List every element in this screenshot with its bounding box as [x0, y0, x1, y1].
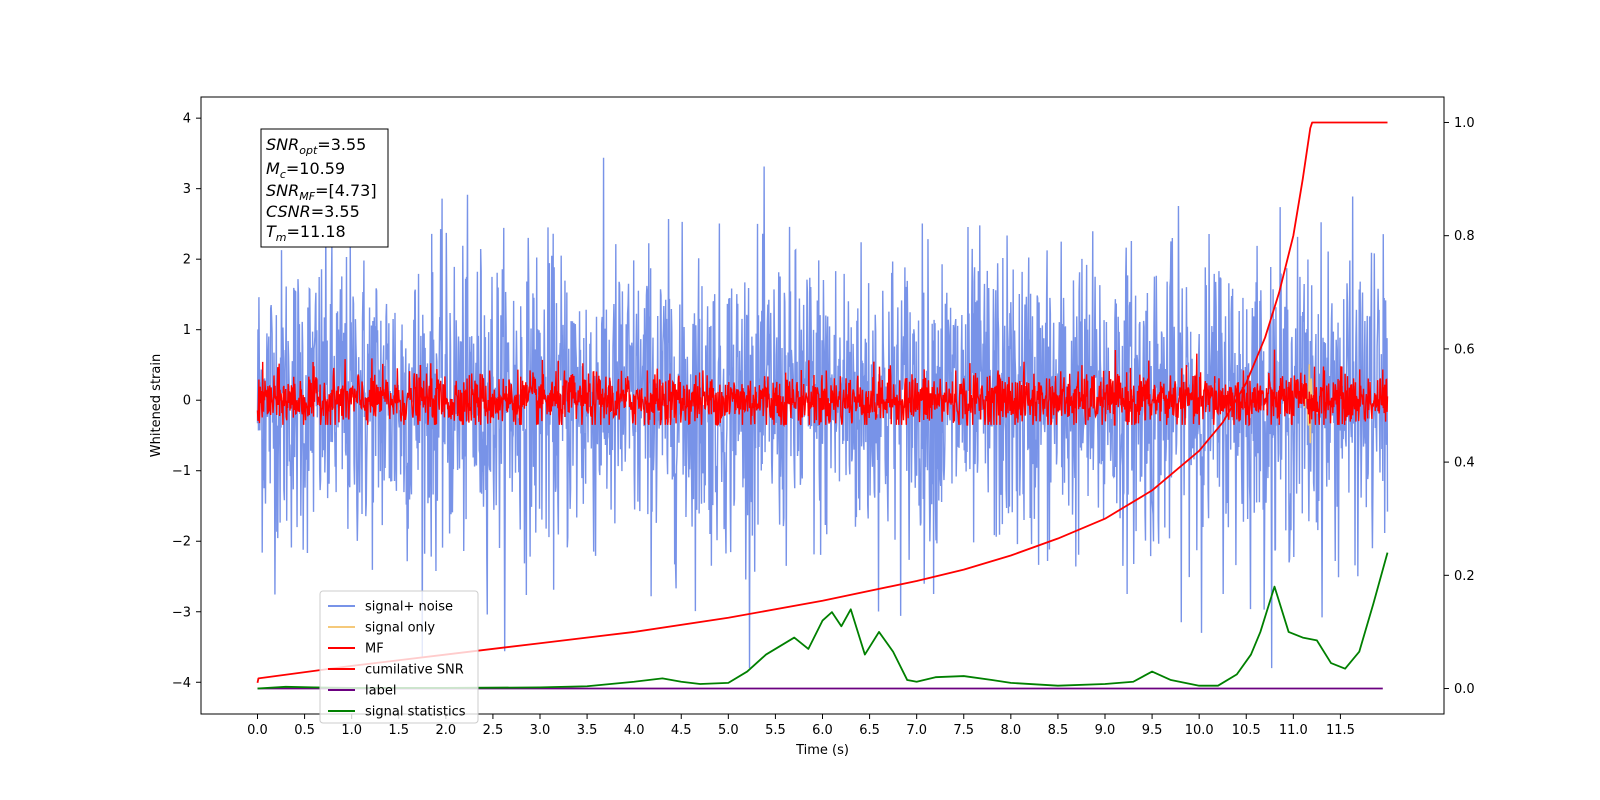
- left-y-tick-label: −1: [172, 464, 191, 479]
- x-tick-label: 5.0: [718, 723, 739, 738]
- x-tick-label: 0.5: [294, 723, 315, 738]
- left-y-tick-label: 2: [183, 253, 191, 268]
- left-y-tick-label: −2: [172, 535, 191, 550]
- series-signal-noise: [256, 157, 1389, 669]
- legend: signal+ noise signal only MF cumilative SNR…: [319, 590, 479, 724]
- x-tick-label: 4.0: [624, 723, 645, 738]
- right-y-tick-label: 0.8: [1454, 229, 1475, 244]
- right-y-axis-ticks: 1.0 0.8 0.6 0.4 0.2 0.0: [1444, 116, 1475, 697]
- x-tick-label: 7.5: [953, 723, 974, 738]
- x-tick-label: 1.0: [341, 723, 362, 738]
- left-y-axis-ticks: 4 3 2 1 0 −1 −2 −3 −4: [172, 112, 201, 691]
- x-tick-label: 10.0: [1185, 723, 1214, 738]
- left-y-tick-label: 1: [183, 323, 191, 338]
- right-y-tick-label: 0.6: [1454, 342, 1475, 357]
- x-tick-label: 10.5: [1232, 723, 1261, 738]
- annotation-tm: Tm=11.18: [266, 222, 346, 244]
- x-axis-ticks: 0.0 0.5 1.0 1.5 2.0 2.5 3.0 3.5 4.0 4.5 5.0 5.5 6.0 6…: [247, 714, 1355, 738]
- legend-frame: [319, 590, 479, 724]
- legend-entry-label: signal+ noise: [365, 600, 453, 615]
- series-mf: [256, 349, 1389, 428]
- left-y-tick-label: 0: [183, 394, 191, 409]
- x-tick-label: 11.5: [1326, 723, 1355, 738]
- left-y-tick-label: −3: [172, 605, 191, 620]
- left-y-tick-label: 3: [183, 182, 191, 197]
- x-tick-label: 9.5: [1142, 723, 1163, 738]
- x-tick-label: 0.0: [247, 723, 268, 738]
- series-cumulative-snr: [256, 121, 1388, 684]
- x-tick-label: 7.0: [906, 723, 927, 738]
- x-tick-label: 4.5: [671, 723, 692, 738]
- right-y-tick-label: 0.2: [1454, 569, 1475, 584]
- x-tick-label: 9.0: [1095, 723, 1116, 738]
- left-y-tick-label: 4: [183, 112, 191, 127]
- legend-entry-label: label: [365, 684, 396, 699]
- annotation-snr-mf: SNRMF=[4.73]: [266, 181, 377, 203]
- annotation-mc: Mc=10.59: [266, 159, 345, 181]
- x-axis-label: Time (s): [795, 743, 849, 758]
- x-tick-label: 3.5: [577, 723, 598, 738]
- x-tick-label: 6.5: [859, 723, 880, 738]
- x-tick-label: 5.5: [765, 723, 786, 738]
- right-y-tick-label: 1.0: [1454, 116, 1475, 131]
- legend-entry-label: cumilative SNR: [365, 663, 464, 678]
- x-tick-label: 6.0: [812, 723, 833, 738]
- x-tick-label: 8.5: [1048, 723, 1069, 738]
- left-y-tick-label: −4: [172, 676, 191, 691]
- x-tick-label: 8.0: [1000, 723, 1021, 738]
- annotation-box: SNRopt=3.55 Mc=10.59 SNRMF=[4.73] CSNR=3…: [260, 128, 389, 248]
- right-y-tick-label: 0.4: [1454, 456, 1475, 471]
- x-tick-label: 2.0: [435, 723, 456, 738]
- annotation-csnr: CSNR=3.55: [266, 202, 360, 221]
- legend-entry-label: MF: [365, 642, 384, 657]
- x-tick-label: 3.0: [530, 723, 551, 738]
- legend-entry-label: signal statistics: [365, 705, 466, 720]
- x-tick-label: 11.0: [1279, 723, 1308, 738]
- annotation-box-frame: [260, 128, 389, 248]
- annotation-snr-opt: SNRopt=3.55: [266, 135, 366, 157]
- x-tick-label: 2.5: [483, 723, 504, 738]
- x-tick-label: 1.5: [388, 723, 409, 738]
- legend-entry-label: signal only: [365, 621, 435, 636]
- series-signal-statistics: [257, 552, 1389, 690]
- y-axis-label: Whitened strain: [149, 354, 164, 457]
- right-y-tick-label: 0.0: [1454, 682, 1475, 697]
